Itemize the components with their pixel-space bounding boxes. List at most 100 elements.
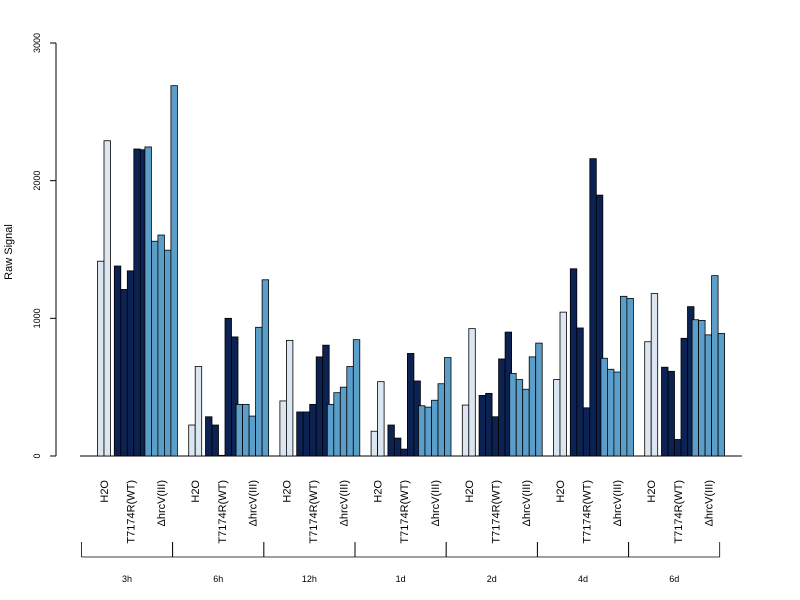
- bar: [650, 293, 659, 457]
- bar: [235, 403, 244, 457]
- bar: [211, 424, 219, 457]
- bar: [553, 379, 561, 457]
- bar: [437, 383, 445, 457]
- bar: [326, 403, 335, 457]
- bar: [261, 279, 270, 457]
- bar: [515, 379, 524, 457]
- condition-label: H2O: [373, 480, 385, 503]
- condition-labels: H2O T7174R(WT) ΔhrcV(III) H2O T7174R(WT) Δhrc…: [99, 480, 715, 544]
- bar: [218, 454, 226, 457]
- group-label: 2d: [487, 574, 497, 584]
- bar: [582, 407, 591, 457]
- bar: [444, 357, 452, 457]
- condition-label: ΔhrcV(III): [247, 480, 259, 526]
- bar: [150, 240, 159, 457]
- condition-label: T7174R(WT): [673, 480, 685, 544]
- bar: [600, 357, 608, 457]
- bar: [595, 194, 604, 457]
- condition-label: ΔhrcV(III): [703, 480, 715, 526]
- bar: [680, 337, 688, 457]
- bar: [120, 289, 128, 457]
- bar: [231, 336, 239, 457]
- bar: [468, 328, 476, 457]
- bar: [377, 381, 385, 457]
- condition-label: T7174R(WT): [490, 480, 502, 544]
- bar: [393, 437, 402, 457]
- group-label: 6d: [669, 574, 679, 584]
- bar: [509, 372, 517, 457]
- bar: [157, 234, 165, 457]
- bar: [717, 333, 725, 457]
- condition-label: ΔhrcV(III): [521, 480, 533, 526]
- bar: [144, 146, 152, 457]
- condition-label: H2O: [281, 480, 293, 503]
- bar: [589, 158, 597, 457]
- bar: [296, 411, 304, 457]
- bar: [478, 395, 487, 457]
- bar: [309, 403, 317, 457]
- condition-label: H2O: [646, 480, 658, 503]
- bar: [255, 326, 263, 457]
- bar: [535, 342, 543, 457]
- condition-label: T7174R(WT): [582, 480, 594, 544]
- y-tick-label: 3000: [32, 33, 42, 53]
- bar: [485, 392, 493, 457]
- condition-label: H2O: [555, 480, 567, 503]
- condition-label: ΔhrcV(III): [612, 480, 624, 526]
- y-axis: 0 1000 2000 3000: [32, 33, 57, 459]
- bar: [224, 317, 232, 457]
- condition-label: ΔhrcV(III): [156, 480, 168, 526]
- bar: [674, 439, 682, 457]
- bar: [370, 430, 379, 457]
- bar: [339, 386, 348, 457]
- bar: [691, 319, 699, 457]
- bar: [704, 334, 712, 457]
- condition-label: T7174R(WT): [217, 480, 229, 544]
- bar: [279, 400, 287, 457]
- bar: [205, 416, 213, 457]
- bar: [559, 311, 567, 457]
- condition-label: ΔhrcV(III): [339, 480, 351, 526]
- bar: [528, 356, 537, 457]
- bar: [322, 344, 330, 457]
- bar: [163, 249, 172, 457]
- bar: [194, 366, 203, 457]
- group-label: 12h: [302, 574, 317, 584]
- y-tick-label: 0: [32, 453, 42, 458]
- bar: [126, 270, 135, 457]
- group-label: 3h: [122, 574, 132, 584]
- bar: [522, 388, 530, 457]
- bar: [418, 405, 426, 457]
- y-tick-label: 2000: [32, 171, 42, 191]
- bar: [387, 424, 395, 457]
- bar: [346, 366, 354, 457]
- condition-label: T7174R(WT): [308, 480, 320, 544]
- bar: [661, 366, 669, 457]
- bar: [491, 416, 500, 457]
- bar: [113, 265, 122, 457]
- group-label: 6h: [213, 574, 223, 584]
- group-brackets: 3h 6h 12h 1d 2d 4d 6d: [81, 542, 721, 584]
- condition-label: ΔhrcV(III): [430, 480, 442, 526]
- bars: [97, 85, 725, 457]
- condition-label: T7174R(WT): [126, 480, 138, 544]
- group-label: 4d: [578, 574, 588, 584]
- group-label: 1d: [396, 574, 406, 584]
- bar: [569, 268, 578, 457]
- bar: [302, 411, 311, 457]
- bar: [644, 341, 652, 457]
- y-tick-label: 1000: [32, 308, 42, 328]
- bar: [133, 148, 141, 457]
- bar: [315, 356, 324, 457]
- condition-label: H2O: [190, 480, 202, 503]
- y-axis-title: Raw Signal: [3, 224, 15, 280]
- bar: [498, 358, 506, 457]
- bar: [333, 392, 341, 457]
- bar: [620, 295, 628, 457]
- bar: [461, 404, 470, 457]
- condition-label: T7174R(WT): [399, 480, 411, 544]
- bar: [242, 403, 250, 457]
- bar: [406, 353, 415, 457]
- bar: [607, 368, 615, 457]
